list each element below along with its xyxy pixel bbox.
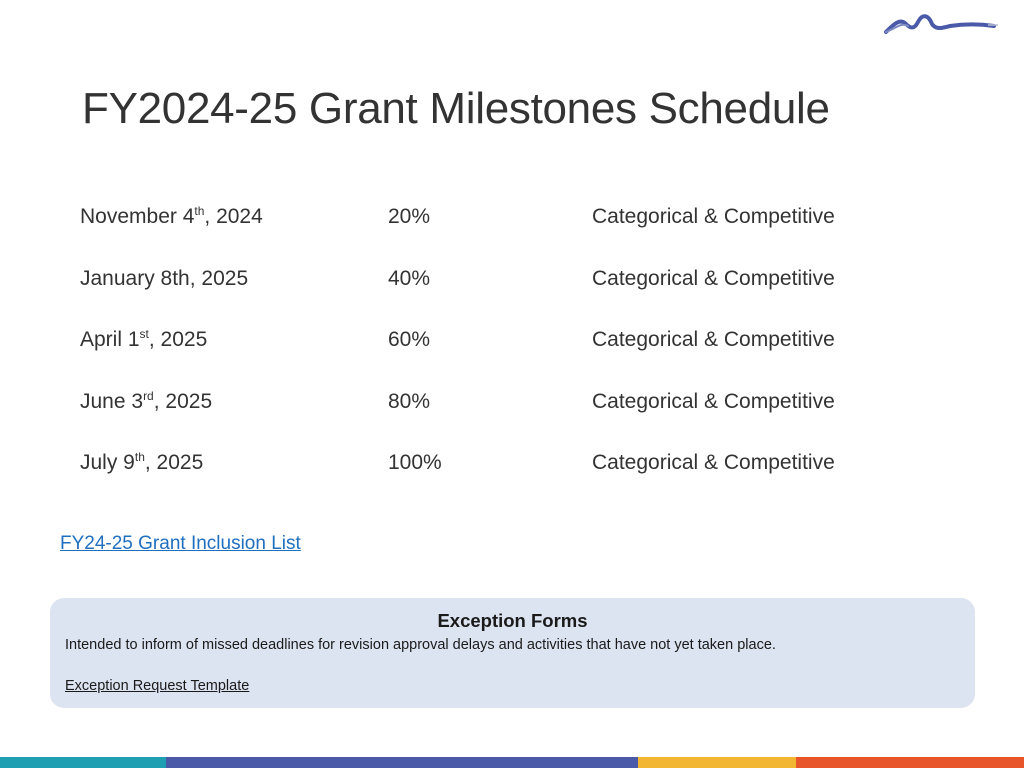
schedule-row: January 8th, 2025 40% Categorical & Comp… [80,265,900,327]
milestone-date: April 1st, 2025 [80,327,208,351]
exception-request-template-link[interactable]: Exception Request Template [65,678,250,694]
exception-forms-description: Intended to inform of missed deadlines f… [65,637,776,653]
exception-forms-panel: Exception Forms Intended to inform of mi… [50,598,975,708]
schedule-row: June 3rd, 2025 80% Categorical & Competi… [80,388,900,450]
milestone-percent: 40% [388,266,431,290]
milestone-percent: 100% [388,451,442,474]
footer-segment-blue [166,757,638,768]
milestone-date: November 4th, 2024 [80,204,263,228]
milestone-schedule: November 4th, 2024 20% Categorical & Com… [80,203,900,511]
milestone-type: Categorical & Competitive [592,266,835,290]
footer-segment-teal [0,757,166,768]
footer-segment-yellow [638,757,796,768]
milestone-type: Categorical & Competitive [592,205,835,228]
mountain-logo-icon [884,14,998,34]
milestone-date: January 8th, 2025 [80,266,249,290]
milestone-percent: 60% [388,328,431,351]
milestone-type: Categorical & Competitive [592,451,835,474]
page-title: FY2024-25 Grant Milestones Schedule [82,84,830,133]
milestone-percent: 80% [388,389,431,413]
footer-color-bar [0,757,1024,768]
milestone-percent: 20% [388,205,431,228]
schedule-row: November 4th, 2024 20% Categorical & Com… [80,203,900,265]
milestone-type: Categorical & Competitive [592,328,835,351]
schedule-row: July 9th, 2025 100% Categorical & Compet… [80,449,900,511]
schedule-row: April 1st, 2025 60% Categorical & Compet… [80,326,900,388]
milestone-type: Categorical & Competitive [592,389,835,413]
milestone-date: July 9th, 2025 [80,450,204,474]
milestone-date: June 3rd, 2025 [80,388,213,413]
grant-inclusion-list-link[interactable]: FY24-25 Grant Inclusion List [60,533,301,554]
exception-forms-title: Exception Forms [437,610,588,631]
footer-segment-orange [796,757,1024,768]
